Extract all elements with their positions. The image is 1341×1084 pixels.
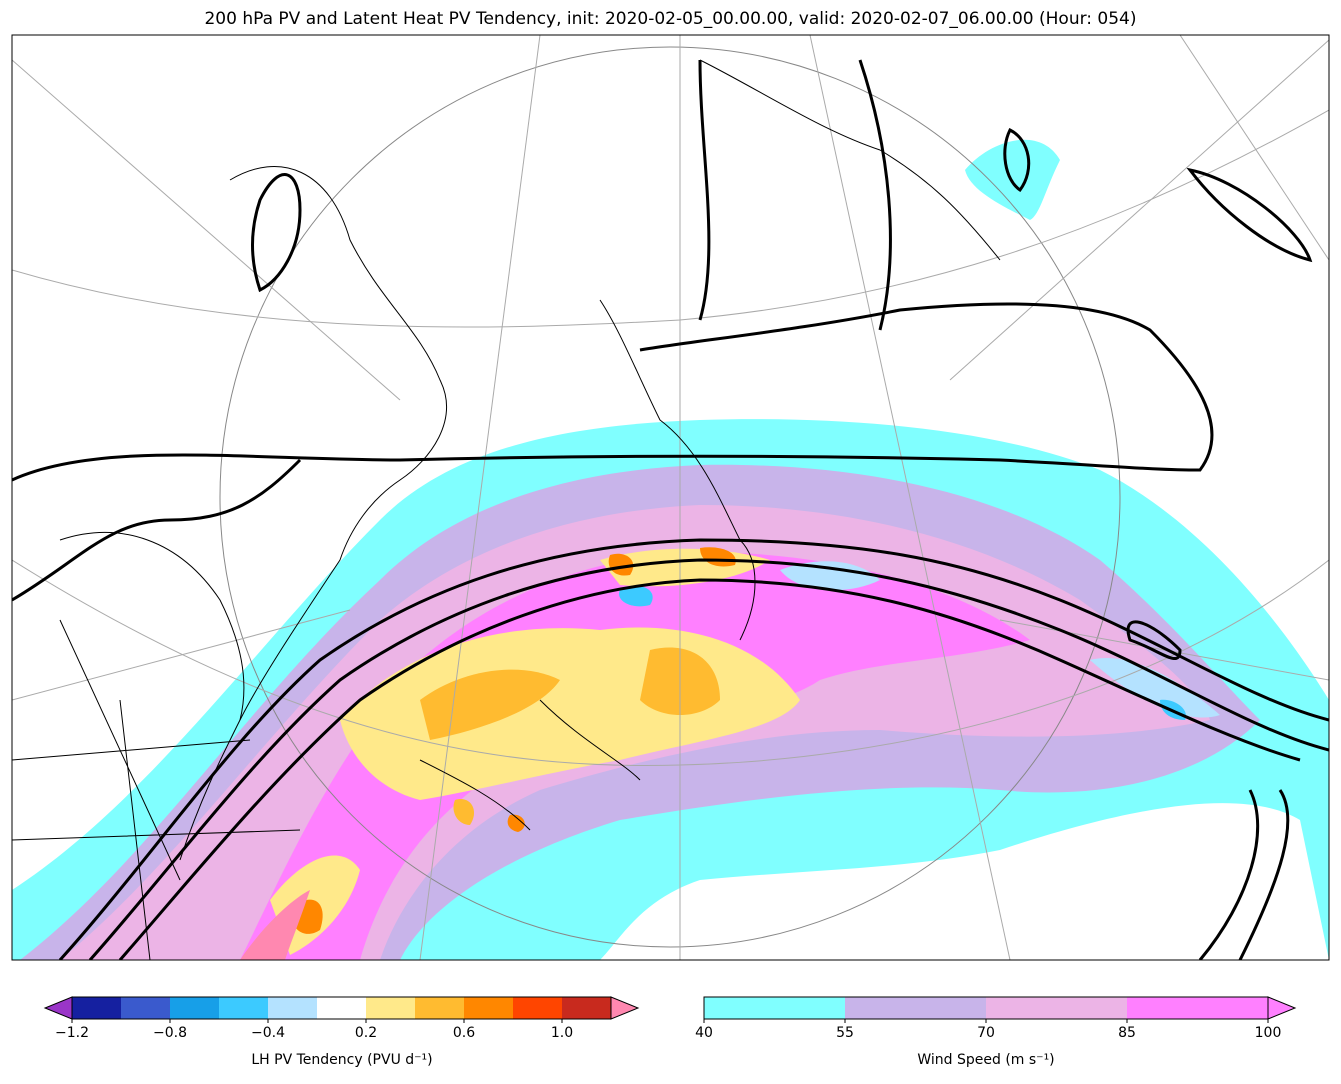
wind-tick-label: 100 <box>1254 1025 1282 1041</box>
lh-pv-colorbar <box>43 996 640 1023</box>
wind-tick-label: 40 <box>695 1025 713 1041</box>
colorbar-bin <box>268 997 318 1019</box>
lh-pv-tendency-patches <box>240 547 1220 960</box>
colorbar-bin <box>845 997 987 1019</box>
plot-title: 200 hPa PV and Latent Heat PV Tendency, … <box>204 9 1137 29</box>
lh-pv-tick-label: −1.2 <box>55 1025 89 1041</box>
wind-colorbar-label: Wind Speed (m s⁻¹) <box>917 1052 1055 1068</box>
colorbar-bin <box>704 997 846 1019</box>
pv-contours <box>12 59 1329 960</box>
map-frame <box>11 34 1330 961</box>
colorbar-bin <box>1127 997 1269 1019</box>
colorbar-bin <box>986 997 1128 1019</box>
map-area <box>12 35 1329 960</box>
lh-pv-tick-label: −0.8 <box>153 1025 187 1041</box>
wind-tick-label: 55 <box>836 1025 854 1041</box>
coastlines <box>12 59 1001 960</box>
colorbar-over-arrow <box>610 996 640 1020</box>
lh-pv-tick-label: 0.2 <box>354 1025 378 1041</box>
colorbar-bin <box>121 997 171 1019</box>
colorbar-bin <box>513 997 563 1019</box>
graticule <box>12 35 1329 960</box>
colorbar-outline <box>71 996 612 1020</box>
colorbar-bin <box>317 997 367 1019</box>
wind-speed-colorbar <box>703 996 1297 1023</box>
lh-pv-tick-label: −0.4 <box>251 1025 285 1041</box>
colorbar-bin <box>366 997 416 1019</box>
colorbar-under-arrow <box>43 996 73 1020</box>
colorbar-over-arrow <box>1267 996 1297 1020</box>
wind-tick-label: 70 <box>977 1025 995 1041</box>
colorbar-bin <box>72 997 122 1019</box>
colorbar-bin <box>170 997 220 1019</box>
colorbar-bin <box>562 997 612 1019</box>
lh-pv-tick-label: 0.6 <box>452 1025 476 1041</box>
colorbar-bin <box>219 997 269 1019</box>
wind-tick-label: 85 <box>1118 1025 1136 1041</box>
colorbar-bin <box>464 997 514 1019</box>
colorbar-bin <box>415 997 465 1019</box>
lh-pv-tick-label: 1.0 <box>550 1025 574 1041</box>
lh-pv-colorbar-label: LH PV Tendency (PVU d⁻¹) <box>251 1052 433 1068</box>
